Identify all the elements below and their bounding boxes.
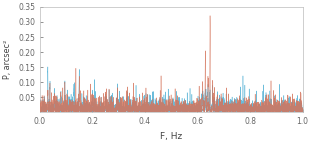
Y-axis label: P, arcsec²: P, arcsec² <box>3 40 12 79</box>
X-axis label: F, Hz: F, Hz <box>160 131 182 141</box>
